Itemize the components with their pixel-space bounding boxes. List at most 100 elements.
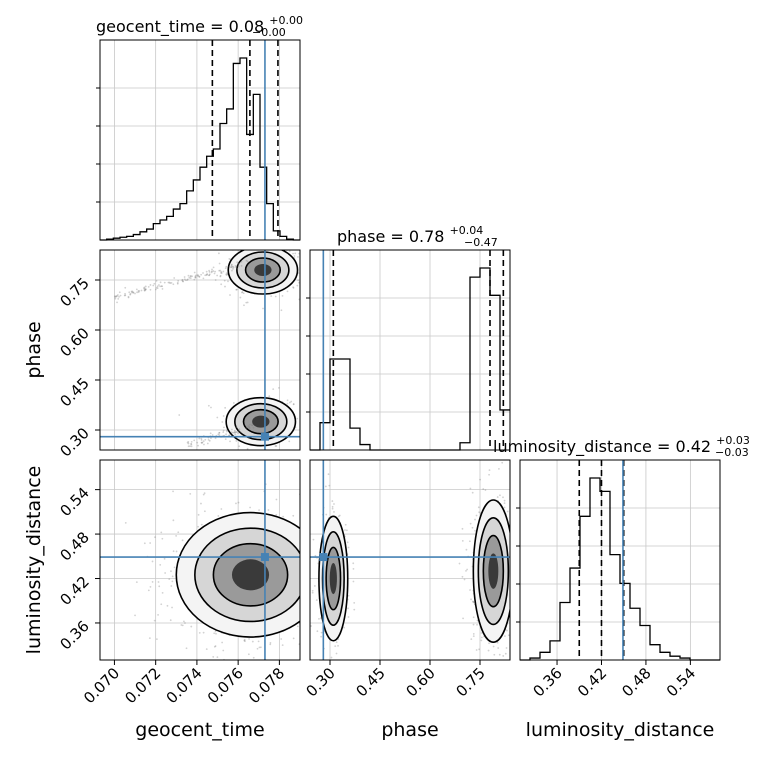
sample-point [343, 626, 345, 629]
sample-point [511, 518, 513, 520]
sample-point [506, 510, 509, 513]
x-tick-label: 0.60 [402, 664, 438, 700]
sample-point [243, 638, 246, 641]
sample-point [469, 589, 471, 591]
sample-point [218, 431, 221, 434]
sample-point [472, 601, 475, 604]
sample-point [225, 272, 228, 275]
sample-point [214, 630, 217, 633]
sample-point [511, 588, 513, 590]
sample-point [187, 441, 190, 443]
sample-point [134, 292, 136, 295]
sample-point [513, 598, 515, 600]
sample-point [228, 265, 231, 268]
sample-point [488, 473, 490, 476]
sample-point [223, 426, 225, 429]
sample-point [225, 429, 228, 432]
sample-point [311, 634, 313, 636]
sample-point [190, 440, 193, 443]
sample-point [308, 558, 310, 560]
sample-point [303, 606, 305, 608]
sample-point [347, 616, 350, 618]
sample-point [333, 503, 335, 505]
sample-point [267, 241, 269, 243]
sample-point [200, 439, 203, 441]
sample-point [223, 279, 226, 282]
sample-point [465, 548, 468, 551]
sample-point [137, 289, 140, 292]
sample-point [214, 645, 217, 647]
sample-point [217, 252, 220, 255]
sample-point [361, 522, 363, 524]
sample-point [328, 484, 331, 487]
sample-point [304, 597, 306, 599]
sample-point [230, 263, 233, 266]
sample-point [187, 445, 190, 448]
y-tick-label: 0.75 [56, 274, 92, 310]
sample-point [187, 274, 190, 277]
sample-point [152, 284, 155, 287]
sample-point [275, 498, 278, 501]
sample-point [242, 669, 244, 671]
sample-point [290, 400, 293, 403]
sample-point [251, 424, 253, 427]
sample-point [220, 272, 223, 274]
sample-point [208, 271, 211, 273]
xlabel-luminosity-distance: luminosity_distance [526, 719, 715, 741]
sample-point [315, 599, 318, 601]
sample-point [344, 529, 346, 531]
sample-point [216, 274, 219, 277]
sample-point [217, 515, 220, 517]
sample-point [160, 285, 163, 288]
sample-point [184, 279, 187, 282]
sample-point [131, 291, 133, 294]
sample-point [304, 269, 306, 271]
title-luminosity-distance: luminosity_distance = 0.42 +0.03 [493, 434, 750, 457]
sample-point [186, 441, 189, 444]
sample-point [320, 531, 322, 533]
sample-point [204, 438, 207, 441]
sample-point [472, 633, 475, 635]
sample-point [232, 245, 234, 247]
sample-point [230, 431, 233, 434]
sample-point [177, 279, 180, 282]
sample-point [286, 244, 288, 246]
sample-point [244, 244, 246, 246]
sample-point [181, 278, 184, 281]
density-contour [231, 559, 270, 591]
sample-point [296, 625, 299, 628]
density-contour [329, 562, 337, 595]
sample-point [235, 502, 237, 505]
sample-point [123, 294, 126, 297]
sample-point [156, 285, 159, 288]
sample-point [221, 641, 224, 644]
sample-point [236, 662, 238, 664]
sample-point [260, 234, 262, 236]
sample-point [506, 629, 508, 632]
sample-point [170, 282, 173, 284]
sample-point [301, 540, 303, 542]
sample-point [232, 265, 234, 268]
sample-point [219, 274, 222, 277]
sample-point [318, 285, 320, 287]
sample-point [243, 639, 246, 642]
sample-point [398, 663, 400, 665]
sample-point [498, 467, 500, 470]
sample-point [198, 275, 201, 278]
sample-point [248, 637, 250, 640]
sample-point [347, 594, 350, 597]
sample-point [311, 589, 314, 592]
sample-point [178, 414, 181, 416]
sample-point [153, 619, 156, 622]
sample-point [308, 540, 310, 542]
sample-point [118, 291, 121, 294]
sample-point [311, 582, 313, 584]
sample-point [474, 529, 476, 532]
sample-point [203, 443, 205, 446]
sample-point [221, 421, 224, 423]
sample-point [161, 285, 163, 288]
sample-point [272, 388, 275, 391]
sample-point [166, 604, 169, 607]
sample-point [131, 290, 134, 293]
sample-point [198, 631, 201, 634]
